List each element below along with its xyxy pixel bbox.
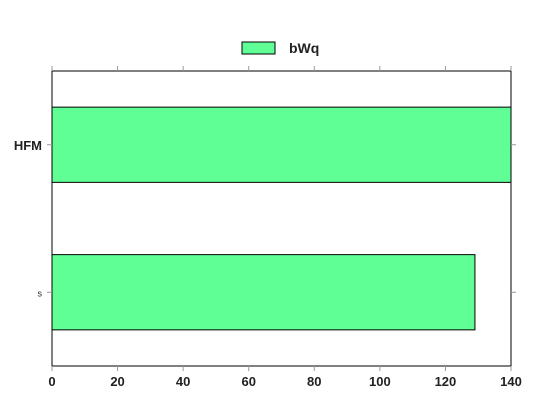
- y-tick-label: HFM: [14, 138, 42, 153]
- bars: [51, 106, 512, 331]
- x-tick-label: 60: [241, 374, 255, 389]
- x-axis: 0 20 40 60 80 100 120 140: [48, 66, 522, 389]
- legend: bWq: [241, 40, 319, 56]
- plot-frame: [51, 70, 512, 367]
- bar-1: [51, 254, 476, 331]
- y-axis: HFM s: [14, 138, 516, 298]
- x-tick-label: 0: [48, 374, 55, 389]
- x-tick-label: 120: [435, 374, 457, 389]
- y-tick-label: s: [38, 288, 43, 298]
- x-tick-label: 20: [110, 374, 124, 389]
- legend-swatch: [241, 41, 276, 55]
- x-tick-label: 80: [307, 374, 321, 389]
- x-tick-label: 140: [500, 374, 522, 389]
- legend-label: bWq: [289, 40, 319, 56]
- bar-0: [51, 106, 512, 183]
- x-tick-label: 100: [369, 374, 391, 389]
- x-tick-label: 40: [176, 374, 190, 389]
